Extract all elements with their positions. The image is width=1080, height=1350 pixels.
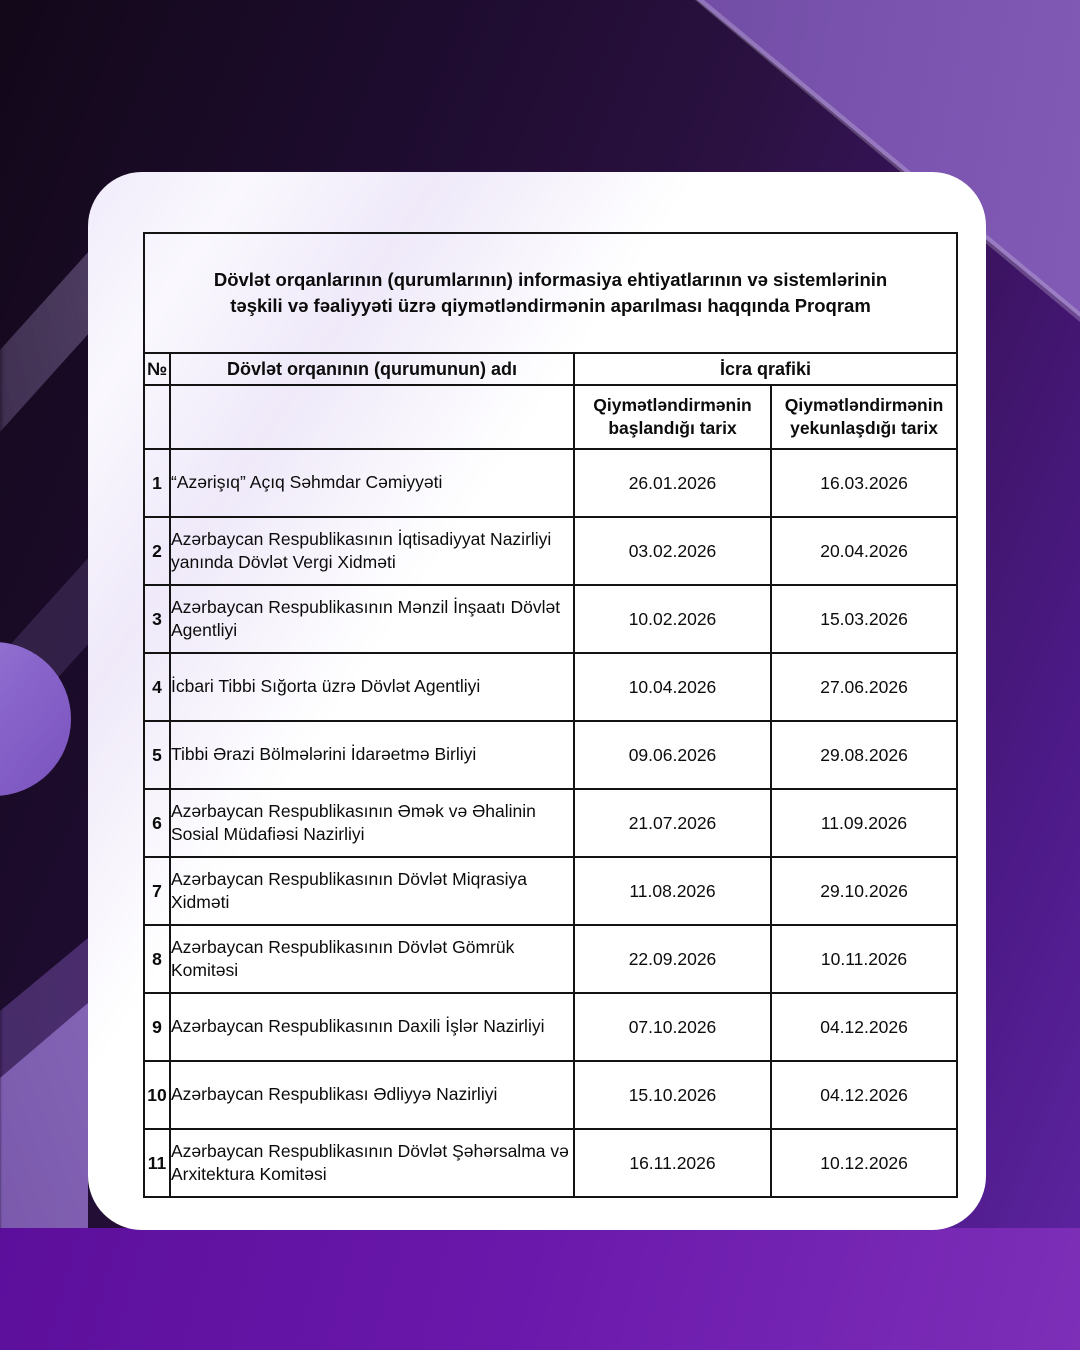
- org-name-cell: Azərbaycan Respublikasının Əmək və Əhali…: [169, 788, 575, 858]
- row-number-cell: 8: [143, 924, 171, 994]
- col-header-org-name: Dövlət orqanının (qurumunun) adı: [169, 352, 575, 386]
- org-name-cell: Azərbaycan Respublikasının İqtisadiyyat …: [169, 516, 575, 586]
- row-number-cell: 2: [143, 516, 171, 586]
- org-name-cell: Tibbi Ərazi Bölmələrini İdarəetmə Birliy…: [169, 720, 575, 790]
- bottom-purple-strip: [0, 1228, 1080, 1350]
- org-name-cell: Azərbaycan Respublikası Ədliyyə Nazirliy…: [169, 1060, 575, 1130]
- start-date-cell: 10.04.2026: [573, 652, 772, 722]
- subheader-empty-name: [169, 384, 575, 450]
- end-date-cell: 04.12.2026: [769, 992, 959, 1062]
- table-row: 2 Azərbaycan Respublikasının İqtisadiyya…: [143, 516, 959, 586]
- start-date-cell: 11.08.2026: [573, 856, 772, 926]
- end-date-cell: 11.09.2026: [769, 788, 959, 858]
- end-date-cell: 04.12.2026: [769, 1060, 959, 1130]
- org-name-cell: Azərbaycan Respublikasının Dövlət Miqras…: [169, 856, 575, 926]
- org-table-body: 1 “Azərişıq” Açıq Səhmdar Cəmiyyəti 26.0…: [143, 448, 959, 1198]
- table-row: 9 Azərbaycan Respublikasının Daxili İşlə…: [143, 992, 959, 1062]
- org-name-cell: Azərbaycan Respublikasının Dövlət Gömrük…: [169, 924, 575, 994]
- table-title-row: Dövlət orqanlarının (qurumlarının) infor…: [142, 232, 959, 354]
- document-title: Dövlət orqanlarının (qurumlarının) infor…: [213, 268, 888, 316]
- row-number-cell: 9: [143, 992, 171, 1062]
- end-date-cell: 20.04.2026: [769, 516, 959, 586]
- table-row: 7 Azərbaycan Respublikasının Dövlət Miqr…: [143, 856, 959, 926]
- table-subheader-row: Qiymətləndirmənin başlandığı tarix Qiymə…: [143, 384, 959, 450]
- row-number-cell: 6: [143, 788, 171, 858]
- org-name-cell: Azərbaycan Respublikasının Dövlət Şəhərs…: [169, 1128, 575, 1198]
- org-name-cell: İcbari Tibbi Sığorta üzrə Dövlət Agentli…: [169, 652, 575, 722]
- col-header-num: №: [143, 352, 171, 386]
- start-date-cell: 15.10.2026: [573, 1060, 772, 1130]
- start-date-cell: 10.02.2026: [573, 584, 772, 654]
- col-header-end-date: Qiymətləndirmənin yekunlaşdığı tarix: [769, 384, 959, 450]
- end-date-cell: 27.06.2026: [769, 652, 959, 722]
- row-number-cell: 1: [143, 448, 171, 518]
- col-header-start-date: Qiymətləndirmənin başlandığı tarix: [573, 384, 772, 450]
- row-number-cell: 11: [143, 1128, 171, 1198]
- row-number-cell: 7: [143, 856, 171, 926]
- start-date-cell: 07.10.2026: [573, 992, 772, 1062]
- table-row: 4 İcbari Tibbi Sığorta üzrə Dövlət Agent…: [143, 652, 959, 722]
- end-date-cell: 10.11.2026: [769, 924, 959, 994]
- row-number-cell: 4: [143, 652, 171, 722]
- table-header-row: № Dövlət orqanının (qurumunun) adı İcra …: [143, 352, 959, 386]
- table-row: 10 Azərbaycan Respublikası Ədliyyə Nazir…: [143, 1060, 959, 1130]
- org-name-cell: Azərbaycan Respublikasının Daxili İşlər …: [169, 992, 575, 1062]
- end-date-cell: 10.12.2026: [769, 1128, 959, 1198]
- end-date-cell: 29.08.2026: [769, 720, 959, 790]
- row-number-cell: 10: [143, 1060, 171, 1130]
- end-date-cell: 16.03.2026: [769, 448, 959, 518]
- table-row: 5 Tibbi Ərazi Bölmələrini İdarəetmə Birl…: [143, 720, 959, 790]
- start-date-cell: 03.02.2026: [573, 516, 772, 586]
- table-row: 1 “Azərişıq” Açıq Səhmdar Cəmiyyəti 26.0…: [143, 448, 959, 518]
- start-date-cell: 22.09.2026: [573, 924, 772, 994]
- table-row: 6 Azərbaycan Respublikasının Əmək və Əha…: [143, 788, 959, 858]
- row-number-cell: 5: [143, 720, 171, 790]
- subheader-empty-num: [143, 384, 171, 450]
- table-row: 11 Azərbaycan Respublikasının Dövlət Şəh…: [143, 1128, 959, 1198]
- start-date-cell: 09.06.2026: [573, 720, 772, 790]
- start-date-cell: 16.11.2026: [573, 1128, 772, 1198]
- end-date-cell: 15.03.2026: [769, 584, 959, 654]
- start-date-cell: 26.01.2026: [573, 448, 772, 518]
- end-date-cell: 29.10.2026: [769, 856, 959, 926]
- row-number-cell: 3: [143, 584, 171, 654]
- program-table: Dövlət orqanlarının (qurumlarının) infor…: [142, 232, 959, 1198]
- table-row: 8 Azərbaycan Respublikasının Dövlət Gömr…: [143, 924, 959, 994]
- col-header-schedule-group: İcra qrafiki: [572, 352, 959, 386]
- org-name-cell: Azərbaycan Respublikasının Mənzil İnşaat…: [169, 584, 575, 654]
- start-date-cell: 21.07.2026: [573, 788, 772, 858]
- table-row: 3 Azərbaycan Respublikasının Mənzil İnşa…: [143, 584, 959, 654]
- org-name-cell: “Azərişıq” Açıq Səhmdar Cəmiyyəti: [169, 448, 575, 518]
